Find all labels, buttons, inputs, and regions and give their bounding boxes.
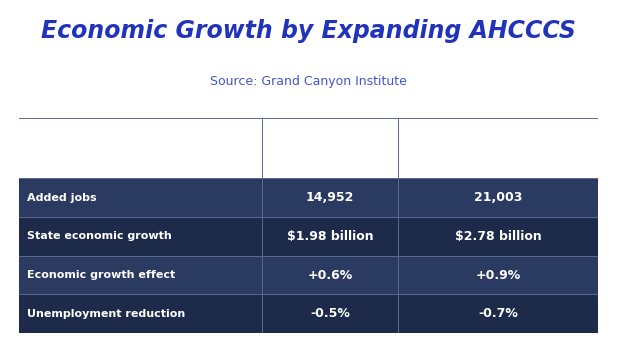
Text: $2.78 billion: $2.78 billion [455, 230, 542, 243]
Bar [19, 294, 598, 333]
Text: +0.9%: +0.9% [476, 269, 521, 281]
Text: Restored to old
funding level: Restored to old funding level [282, 136, 378, 160]
Text: +0.6%: +0.6% [308, 269, 353, 281]
Text: Source: Grand Canyon Institute: Source: Grand Canyon Institute [210, 75, 407, 88]
Text: Unemployment reduction: Unemployment reduction [27, 309, 186, 319]
Text: Expanded under
Affordable Care Act: Expanded under Affordable Care Act [437, 136, 560, 160]
Text: 21,003: 21,003 [474, 191, 523, 204]
Text: State economic growth: State economic growth [27, 231, 172, 241]
Bar [19, 178, 598, 217]
Text: $1.98 billion: $1.98 billion [287, 230, 373, 243]
Bar [19, 256, 598, 294]
Text: 14,952: 14,952 [306, 191, 354, 204]
Text: -0.7%: -0.7% [479, 307, 518, 320]
Text: -0.5%: -0.5% [310, 307, 350, 320]
Text: Economic growth effect: Economic growth effect [27, 270, 175, 280]
Bar [19, 217, 598, 256]
Text: Economic Growth by Expanding AHCCCS: Economic Growth by Expanding AHCCCS [41, 19, 576, 43]
Text: Added jobs: Added jobs [27, 193, 97, 203]
